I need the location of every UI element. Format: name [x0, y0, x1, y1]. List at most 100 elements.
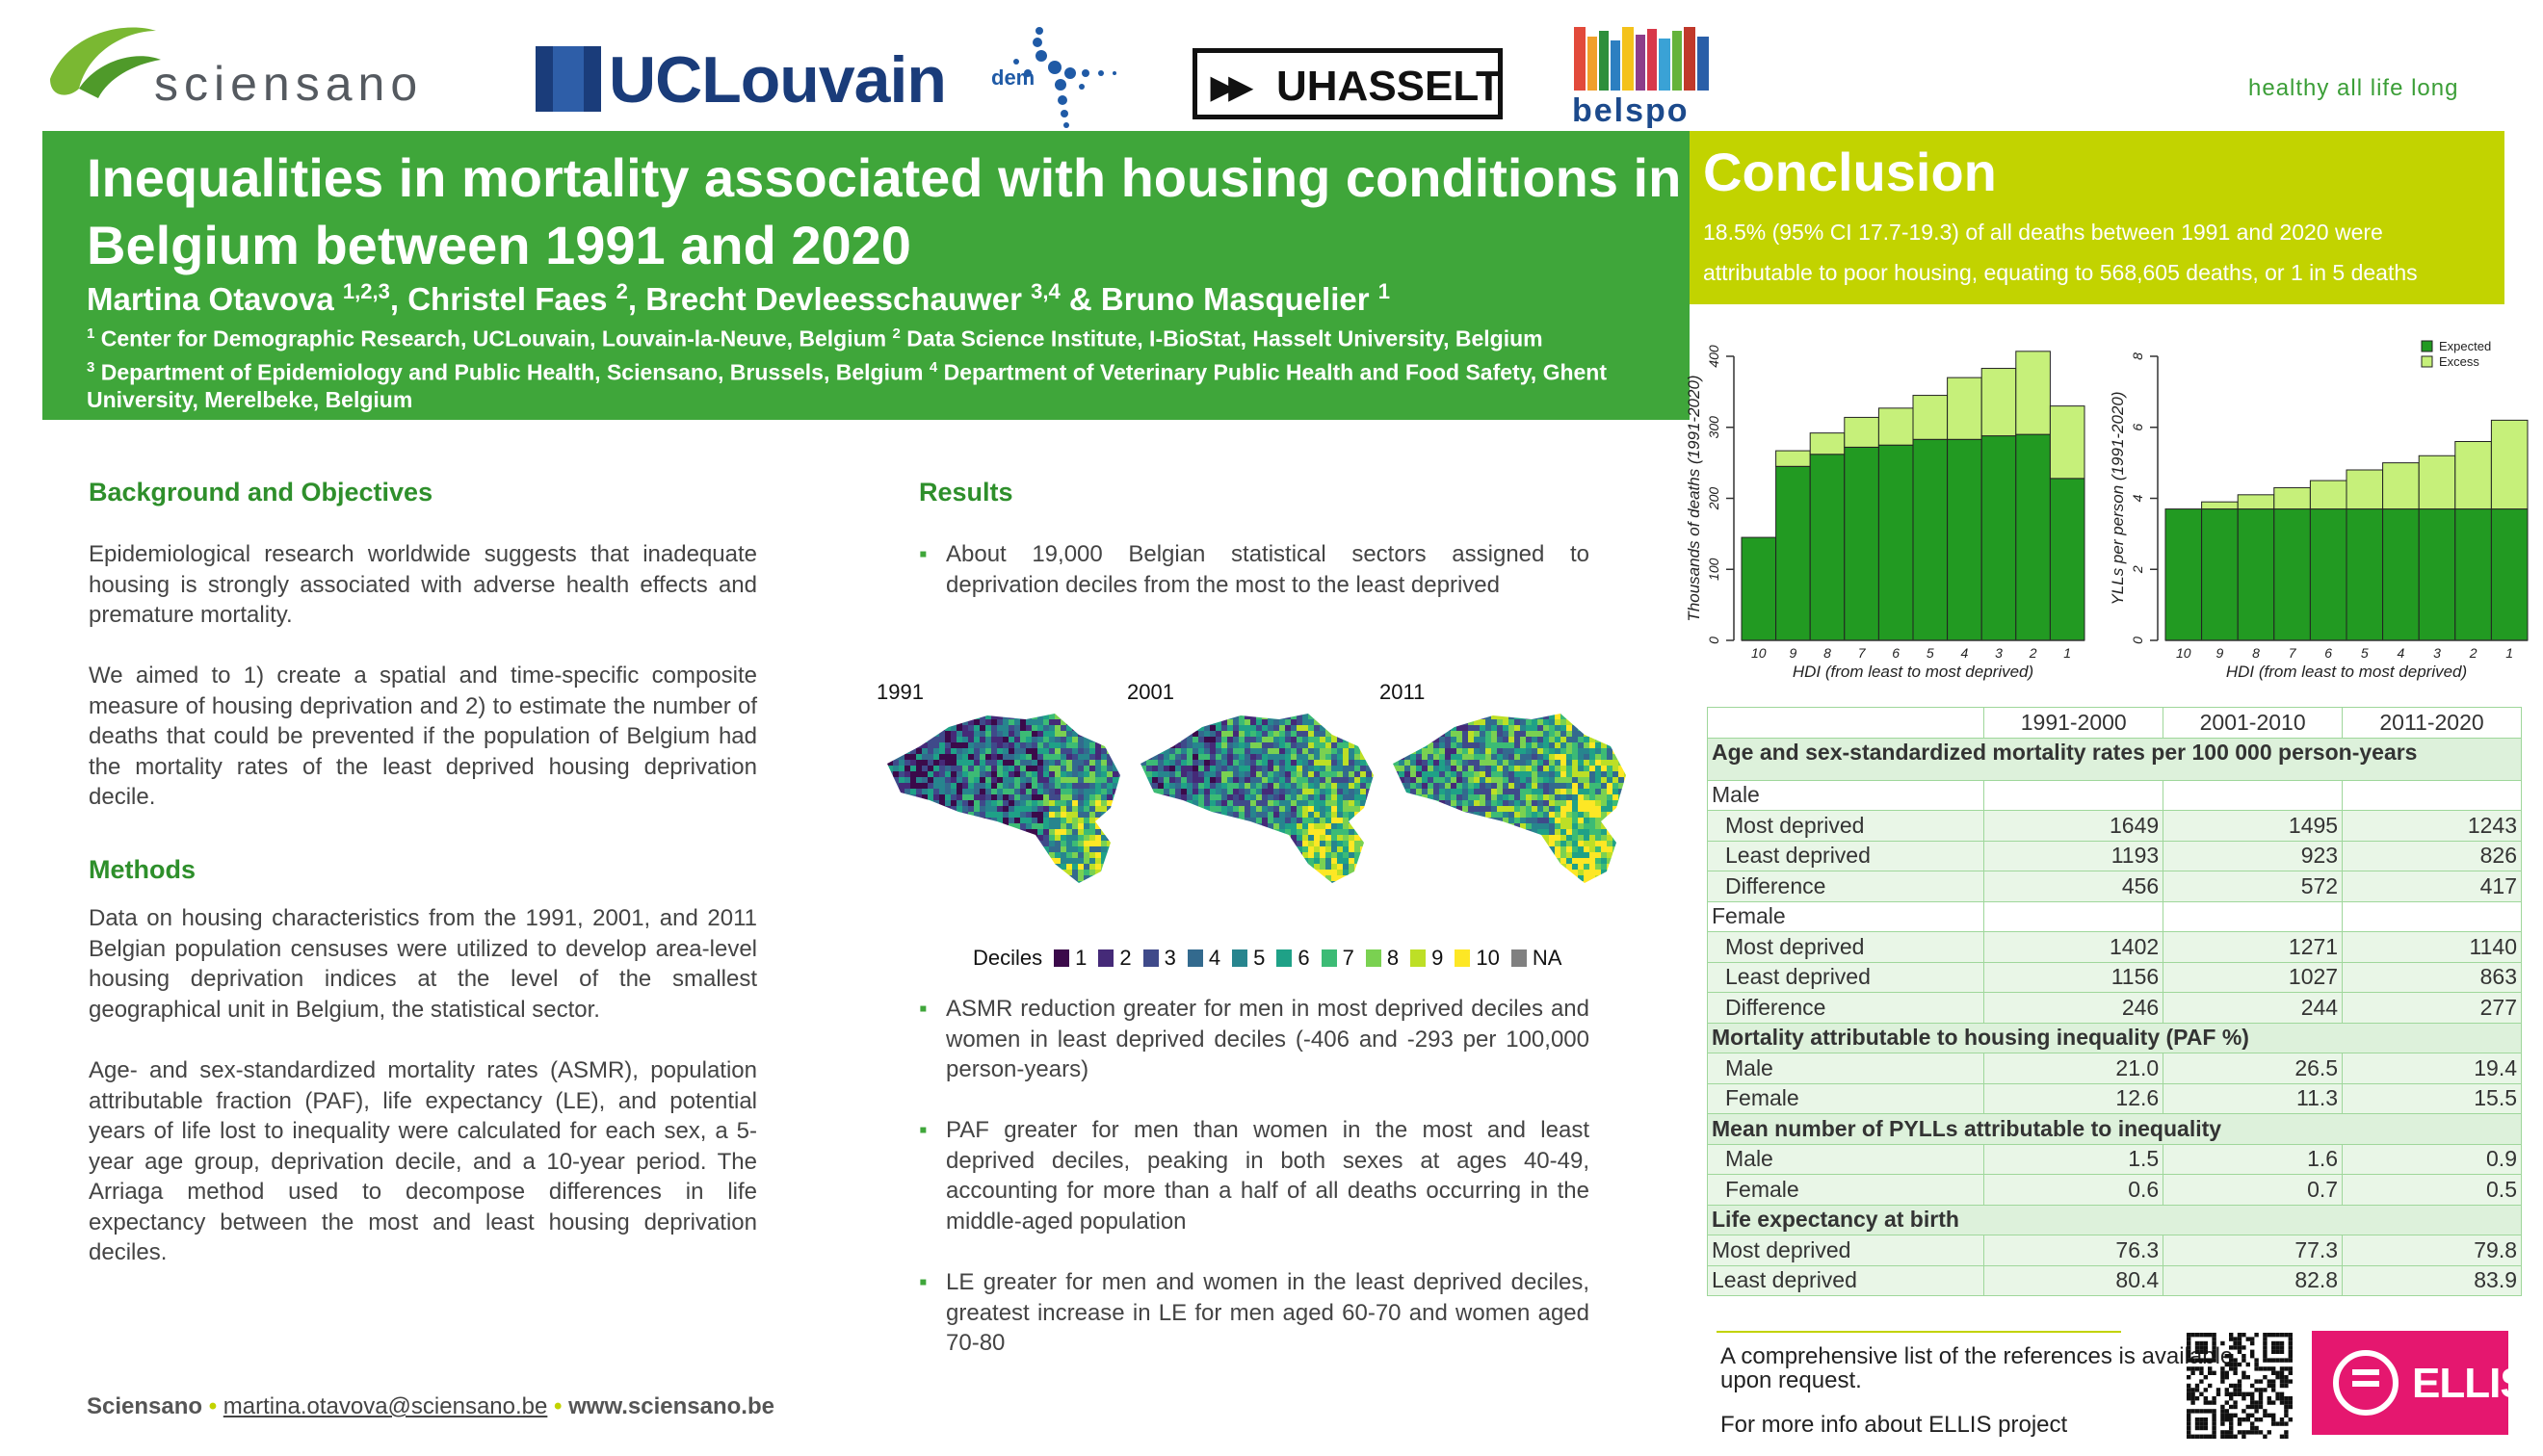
- ellis-logo[interactable]: ELLIS: [2312, 1331, 2529, 1435]
- map-cell: [1331, 870, 1337, 875]
- map-cell: [1140, 800, 1146, 806]
- x-tick-label: 10: [1751, 645, 1767, 661]
- map-cell: [1140, 771, 1146, 777]
- map-cell: [1360, 858, 1366, 864]
- map-cell: [1372, 748, 1374, 754]
- bar-segment: [2164, 508, 2203, 641]
- qr-code-icon[interactable]: [2187, 1333, 2293, 1439]
- background-title: Background and Objectives: [89, 478, 433, 507]
- qr-module: [2245, 1375, 2250, 1380]
- map-cell: [1555, 864, 1560, 870]
- map-cell: [1508, 725, 1514, 731]
- map-cell: [1480, 812, 1485, 818]
- map-cell: [1158, 881, 1164, 883]
- map-cell: [951, 760, 957, 766]
- map-cell: [1360, 708, 1366, 714]
- map-cell: [1061, 800, 1066, 806]
- map-cell: [1589, 748, 1595, 754]
- result-bullet: ASMR reduction greater for men in most d…: [919, 994, 1589, 1085]
- map-cell: [1428, 766, 1433, 771]
- map-cell: [974, 731, 980, 737]
- map-cell: [1072, 870, 1078, 875]
- table-empty-cell: [1983, 779, 2164, 811]
- map-cell: [1152, 812, 1158, 818]
- map-cell: [1118, 783, 1120, 789]
- map-cell: [1607, 748, 1612, 754]
- map-cell: [1399, 818, 1404, 823]
- map-cell: [1337, 794, 1343, 800]
- map-cell: [1393, 835, 1399, 841]
- map-cell: [974, 846, 980, 852]
- map-cell: [1020, 760, 1026, 766]
- map-cell: [910, 841, 916, 846]
- map-cell: [1256, 858, 1262, 864]
- map-cell: [1043, 754, 1049, 760]
- map-cell: [1555, 870, 1560, 875]
- map-cell: [1589, 742, 1595, 748]
- map-cell: [1331, 748, 1337, 754]
- website-link[interactable]: www.sciensano.be: [568, 1393, 774, 1419]
- map-cell: [1032, 794, 1037, 800]
- map-cell: [1325, 881, 1331, 883]
- map-cell: [1233, 777, 1239, 783]
- map-cell: [1314, 783, 1320, 789]
- map-cell: [1164, 731, 1169, 737]
- map-cell: [968, 829, 974, 835]
- map-cell: [1514, 719, 1520, 725]
- map-cell: [1349, 708, 1354, 714]
- map-cell: [1325, 748, 1331, 754]
- map-cell: [1221, 760, 1227, 766]
- map-cell: [1612, 794, 1618, 800]
- table-cell: 21.0: [1983, 1053, 2164, 1084]
- map-cell: [1572, 835, 1578, 841]
- map-cell: [1279, 835, 1285, 841]
- map-cell: [1066, 789, 1072, 794]
- map-cell: [1198, 818, 1204, 823]
- x-tick-label: 1: [2063, 645, 2071, 661]
- map-cell: [1291, 875, 1297, 881]
- map-cell: [968, 742, 974, 748]
- map-cell: [1297, 800, 1302, 806]
- map-cell: [1520, 766, 1526, 771]
- map-cell: [968, 841, 974, 846]
- qr-module: [2279, 1417, 2285, 1422]
- map-cell: [1555, 766, 1560, 771]
- map-cell: [1572, 719, 1578, 725]
- map-cell: [1485, 731, 1491, 737]
- qr-module: [2237, 1349, 2242, 1354]
- map-cell: [1037, 708, 1043, 714]
- map-cell: [1101, 771, 1107, 777]
- map-cell: [1227, 771, 1233, 777]
- map-cell: [1325, 725, 1331, 731]
- map-cell: [1320, 719, 1325, 725]
- map-cell: [1456, 777, 1462, 783]
- map-cell: [1164, 754, 1169, 760]
- map-cell: [962, 829, 968, 835]
- map-cell: [1262, 846, 1268, 852]
- qr-module: [2237, 1421, 2242, 1426]
- map-cell: [1612, 789, 1618, 794]
- map-cell: [1245, 829, 1250, 835]
- map-cell: [1118, 852, 1120, 858]
- map-cell: [957, 766, 962, 771]
- map-cell: [1354, 812, 1360, 818]
- map-cell: [1543, 806, 1549, 812]
- map-cell: [985, 870, 991, 875]
- map-cell: [1572, 852, 1578, 858]
- map-cell: [1320, 841, 1325, 846]
- qr-module: [2242, 1430, 2246, 1435]
- map-cell: [1014, 771, 1020, 777]
- contact-email-link[interactable]: martina.otavova@sciensano.be: [223, 1393, 548, 1419]
- map-cell: [1239, 812, 1245, 818]
- map-cell: [1595, 742, 1601, 748]
- results-table: 1991-2000 2001-2010 2011-2020 Age and sex-s…: [1706, 707, 2522, 1296]
- x-tick-label: 9: [1790, 645, 1797, 661]
- map-cell: [1078, 841, 1084, 846]
- map-cell: [1456, 875, 1462, 881]
- table-cell: 572: [2163, 871, 2344, 902]
- map-cell: [1026, 737, 1032, 742]
- qr-module: [2212, 1430, 2216, 1435]
- map-cell: [1314, 731, 1320, 737]
- map-cell: [1187, 812, 1193, 818]
- map-cell: [1239, 835, 1245, 841]
